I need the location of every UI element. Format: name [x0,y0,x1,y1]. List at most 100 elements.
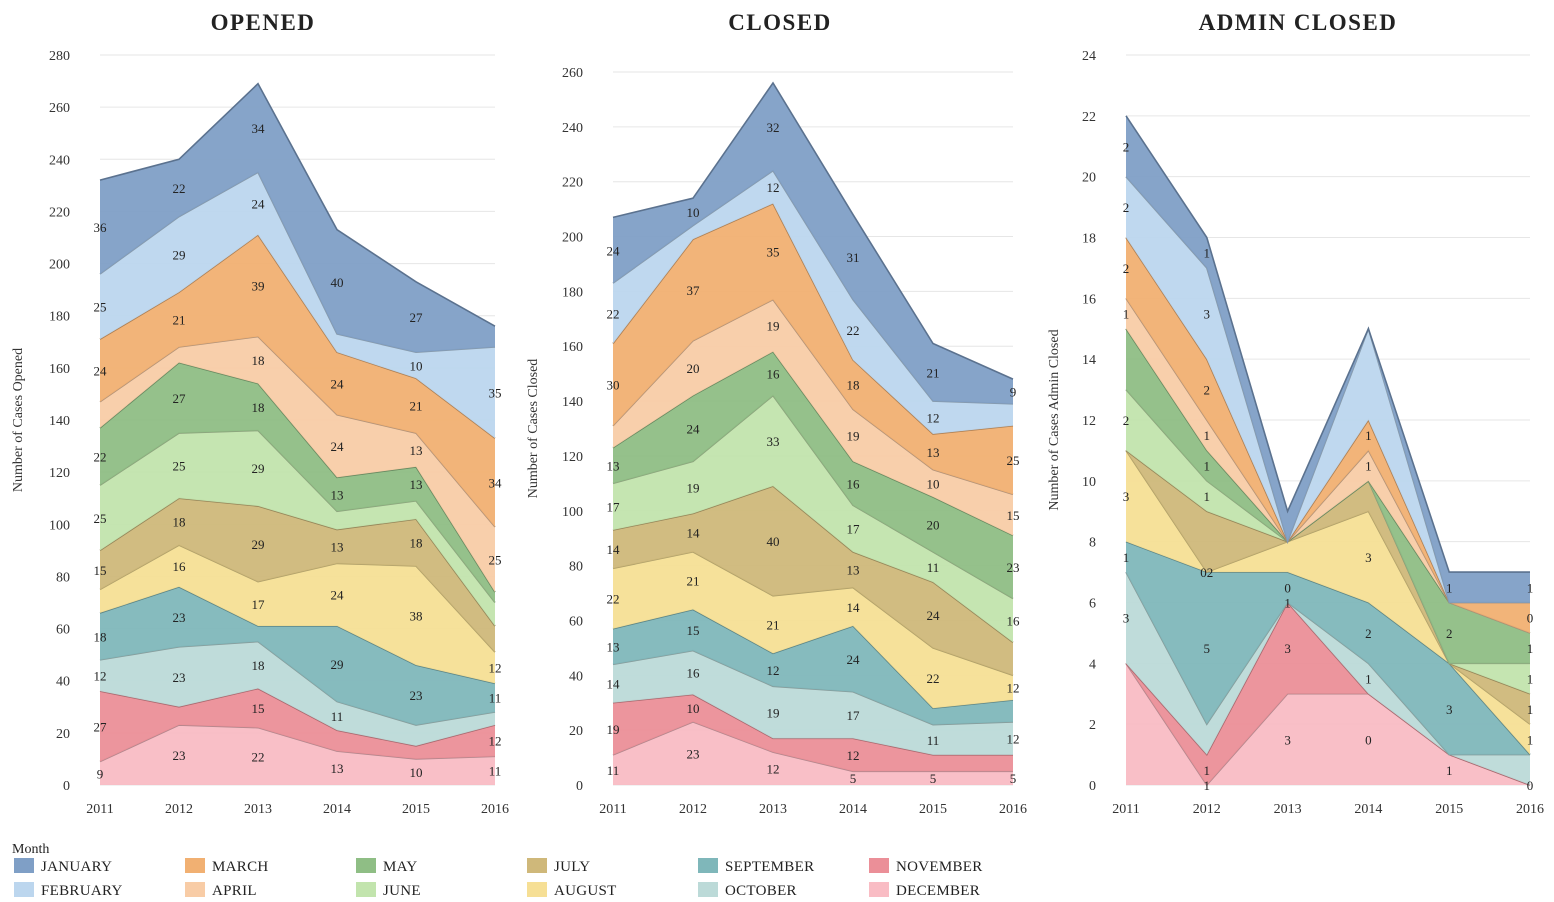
legend-swatch [527,858,547,873]
chart-1-data-label: 13 [331,487,344,502]
chart-3-y-tick-label: 14 [1082,353,1096,368]
chart-1-data-label: 13 [331,539,344,554]
legend-title: Month [12,842,50,857]
chart-2-data-label: 22 [607,592,620,607]
legend-item-august: AUGUST [527,882,617,900]
chart-3-y-tick-label: 12 [1082,414,1096,429]
chart-2-data-label: 13 [607,640,620,655]
chart-2-data-label: 15 [1007,508,1020,523]
chart-1-x-tick-label: 2016 [481,802,509,817]
chart-2-data-label: 12 [1007,681,1020,696]
chart-1-data-label: 12 [489,734,502,749]
chart-1-data-label: 40 [331,275,344,290]
chart-3-data-label: 5 [1204,641,1211,656]
chart-2-data-label: 12 [767,663,780,678]
chart-2-data-label: 12 [927,411,940,426]
chart-3-data-label: 1 [1204,428,1211,443]
chart-3-x-tick-label: 2011 [1112,802,1139,817]
chart-2-x-tick-label: 2015 [919,802,947,817]
chart-2-data-label: 31 [847,250,860,265]
chart-2-line-august [612,551,1014,677]
legend-item-june: JUNE [356,882,421,900]
chart-2-y-tick-label: 160 [562,340,583,355]
chart-3-data-label: 1 [1527,580,1534,595]
chart-3-data-label: 02 [1200,565,1213,580]
chart-1-data-label: 25 [94,300,107,315]
chart-1-data-label: 35 [489,386,502,401]
chart-3-area-september [1126,541,1530,755]
chart-1-data-label: 39 [252,279,265,294]
chart-1-line-january [99,82,496,327]
chart-2-data-label: 10 [687,701,700,716]
chart-1-data-label: 22 [94,450,107,465]
chart-2-data-label: 11 [927,560,940,575]
chart-3-data-label: 1 [1365,459,1372,474]
chart-3-data-label: 2 [1446,626,1453,641]
chart-3-data-label: 1 [1365,672,1372,687]
chart-1-line-august [99,544,496,653]
chart-2-data-label: 14 [607,542,621,557]
chart-1-area-january [100,83,495,353]
legend-label: AUGUST [554,883,617,899]
chart-1-x-tick-label: 2015 [402,802,430,817]
chart-2-data-label: 23 [1007,560,1020,575]
chart-1-x-tick-label: 2013 [244,802,272,817]
chart-2-y-tick-label: 240 [562,121,583,136]
chart-2-data-label: 30 [607,378,620,393]
chart-2-x-tick-label: 2013 [759,802,787,817]
chart-3-x-tick-label: 2016 [1516,802,1544,817]
chart-1-y-tick-label: 40 [56,675,70,690]
chart-1-data-label: 22 [173,181,186,196]
chart-2-y-tick-label: 140 [562,395,583,410]
chart-2-data-label: 16 [847,476,861,491]
chart-1-y-tick-label: 20 [56,727,70,742]
chart-2-data-label: 12 [767,180,780,195]
chart-3-data-label: 2 [1123,200,1130,215]
legend: Month JANUARY FEBRUARY MARCH APRIL MAY JUNE JU… [12,838,1012,902]
chart-3-data-label: 3 [1123,489,1130,504]
chart-2-data-label: 13 [847,563,860,578]
chart-1-data-label: 21 [410,399,423,414]
chart-3-y-tick-label: 18 [1082,232,1096,247]
chart-2-area-january [613,82,1013,404]
chart-1-data-label: 21 [173,313,186,328]
chart-2-data-label: 23 [687,746,700,761]
chart-1-data-label: 25 [94,511,107,526]
chart-3-data-label: 0 [1527,778,1534,793]
chart-3-data-label: 1 [1123,307,1130,322]
chart-1-y-axis-label: Number of Cases Opened [11,348,26,492]
chart-2-data-label: 16 [1007,613,1021,628]
chart-2-data-label: 14 [847,600,861,615]
legend-item-march: MARCH [185,858,269,876]
legend-label: JANUARY [41,859,113,875]
chart-2-y-tick-label: 20 [569,724,583,739]
chart-1-data-label: 12 [94,669,107,684]
chart-1-data-label: 24 [331,588,345,603]
chart-1: OPENED 0 20 40 60 80 100 120 140 160 180 200 220 240 2… [11,10,509,817]
chart-2-y-tick-label: 100 [562,505,583,520]
chart-3-data-label: 0 [1365,732,1372,747]
legend-swatch [185,858,205,873]
chart-3-data-label: 3 [1123,611,1130,626]
chart-3-data-label: 1 [1204,459,1211,474]
chart-1-data-label: 23 [410,688,423,703]
chart-1-data-label: 9 [97,766,104,781]
chart-1-y-tick-label: 200 [49,258,70,273]
chart-2-data-label: 24 [687,422,701,437]
chart-2-data-label: 22 [927,671,940,686]
chart-1-area-august [100,545,495,684]
chart-2-line-november [612,693,1013,756]
chart-2-data-label: 17 [607,500,621,515]
chart-1-data-label: 11 [331,709,344,724]
legend-item-november: NOVEMBER [869,858,983,876]
chart-2-data-label: 11 [927,733,940,748]
legend-swatch [14,858,34,873]
chart-1-y-tick-label: 140 [49,414,70,429]
chart-2-y-tick-label: 60 [569,614,583,629]
chart-2-data-label: 40 [767,534,780,549]
legend-swatch [869,882,889,897]
chart-1-data-label: 23 [173,748,186,763]
chart-2-data-label: 14 [687,526,701,541]
chart-1-y-tick-label: 180 [49,310,70,325]
chart-2-area-august [613,551,1013,709]
